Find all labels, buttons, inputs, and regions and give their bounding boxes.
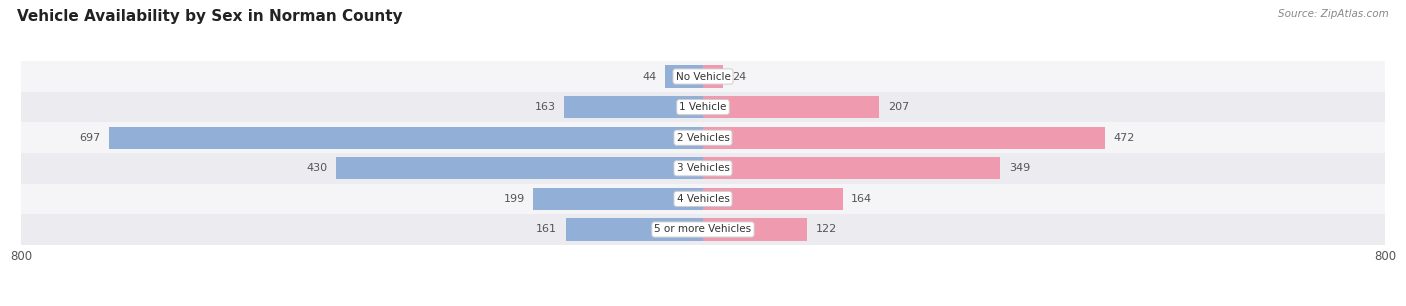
Text: 2 Vehicles: 2 Vehicles — [676, 133, 730, 143]
Bar — [703, 188, 842, 210]
Text: 44: 44 — [643, 72, 657, 81]
Bar — [21, 214, 1385, 245]
Text: 164: 164 — [851, 194, 873, 204]
Text: 697: 697 — [79, 133, 100, 143]
Text: No Vehicle: No Vehicle — [675, 72, 731, 81]
Text: 1 Vehicle: 1 Vehicle — [679, 102, 727, 112]
Text: 122: 122 — [815, 225, 837, 234]
Text: 472: 472 — [1114, 133, 1135, 143]
Text: 161: 161 — [536, 225, 557, 234]
Bar — [533, 188, 703, 210]
Text: 3 Vehicles: 3 Vehicles — [676, 163, 730, 173]
Bar — [564, 96, 703, 118]
Text: Vehicle Availability by Sex in Norman County: Vehicle Availability by Sex in Norman Co… — [17, 9, 402, 24]
Bar — [703, 157, 1001, 179]
Bar — [21, 153, 1385, 184]
Bar — [703, 218, 807, 241]
Bar — [108, 127, 703, 149]
Bar — [665, 65, 703, 88]
Text: 199: 199 — [503, 194, 524, 204]
Bar — [21, 184, 1385, 214]
Text: 5 or more Vehicles: 5 or more Vehicles — [654, 225, 752, 234]
Text: 4 Vehicles: 4 Vehicles — [676, 194, 730, 204]
Text: 207: 207 — [889, 102, 910, 112]
Bar — [21, 92, 1385, 122]
Bar — [703, 65, 724, 88]
Bar — [336, 157, 703, 179]
Text: 430: 430 — [307, 163, 328, 173]
Bar — [21, 61, 1385, 92]
Bar — [703, 127, 1105, 149]
Bar — [565, 218, 703, 241]
Bar — [21, 122, 1385, 153]
Text: 24: 24 — [733, 72, 747, 81]
Text: 163: 163 — [534, 102, 555, 112]
Text: Source: ZipAtlas.com: Source: ZipAtlas.com — [1278, 9, 1389, 19]
Bar — [703, 96, 879, 118]
Text: 349: 349 — [1010, 163, 1031, 173]
